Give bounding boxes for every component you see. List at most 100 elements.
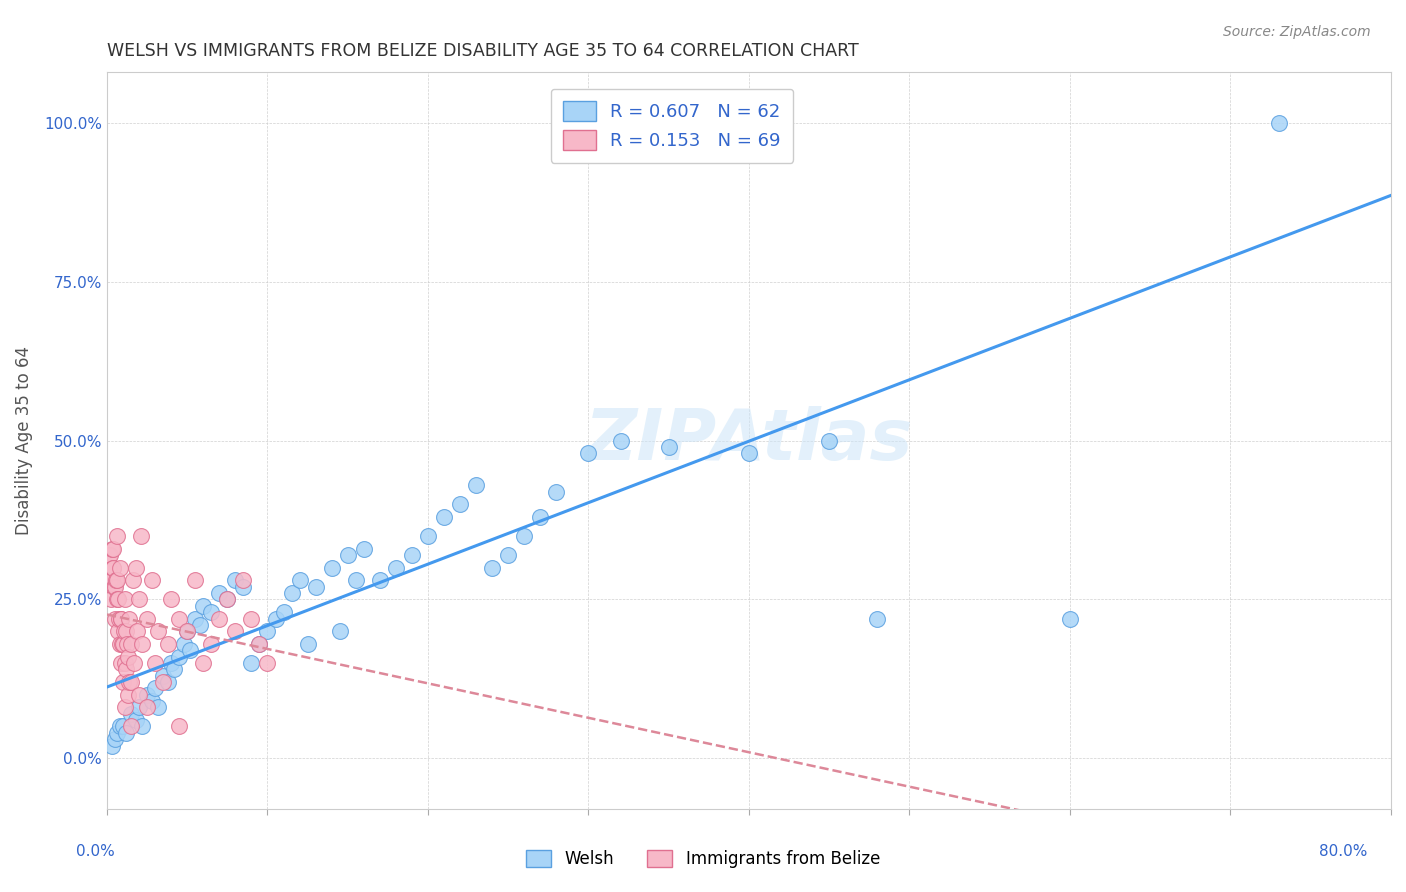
Text: WELSH VS IMMIGRANTS FROM BELIZE DISABILITY AGE 35 TO 64 CORRELATION CHART: WELSH VS IMMIGRANTS FROM BELIZE DISABILI… — [107, 42, 859, 60]
Point — [173, 637, 195, 651]
Point — [329, 624, 352, 639]
Point — [217, 592, 239, 607]
Point — [143, 656, 166, 670]
Point — [120, 637, 142, 651]
Point — [288, 574, 311, 588]
Point — [131, 719, 153, 733]
Text: Source: ZipAtlas.com: Source: ZipAtlas.com — [1223, 25, 1371, 39]
Point — [433, 509, 456, 524]
Point — [176, 624, 198, 639]
Point — [117, 675, 139, 690]
Point — [706, 142, 728, 156]
Point — [513, 529, 536, 543]
Legend: R = 0.607   N = 62, R = 0.153   N = 69: R = 0.607 N = 62, R = 0.153 N = 69 — [551, 89, 793, 163]
Text: ZIPAtlas: ZIPAtlas — [585, 406, 914, 475]
Point — [321, 560, 343, 574]
Point — [111, 637, 134, 651]
Point — [114, 656, 136, 670]
Point — [110, 656, 132, 670]
Point — [143, 681, 166, 696]
Point — [224, 624, 246, 639]
Point — [104, 732, 127, 747]
Point — [179, 643, 201, 657]
Point — [111, 675, 134, 690]
Point — [101, 560, 124, 574]
Point — [368, 574, 391, 588]
Point — [115, 726, 138, 740]
Point — [152, 668, 174, 682]
Point — [818, 434, 841, 448]
Point — [280, 586, 302, 600]
Point — [108, 560, 131, 574]
Point — [141, 694, 163, 708]
Point — [529, 509, 551, 524]
Point — [108, 719, 131, 733]
Point — [103, 560, 125, 574]
Point — [232, 574, 254, 588]
Point — [108, 611, 131, 625]
Point — [120, 675, 142, 690]
Point — [336, 548, 359, 562]
Point — [344, 574, 367, 588]
Y-axis label: Disability Age 35 to 64: Disability Age 35 to 64 — [15, 346, 32, 535]
Point — [105, 726, 128, 740]
Point — [111, 637, 134, 651]
Point — [240, 611, 263, 625]
Point — [184, 574, 207, 588]
Point — [131, 637, 153, 651]
Point — [304, 580, 326, 594]
Point — [141, 574, 163, 588]
Point — [105, 574, 128, 588]
Point — [193, 599, 215, 613]
Point — [609, 434, 631, 448]
Point — [110, 611, 132, 625]
Point — [208, 611, 231, 625]
Point — [128, 688, 150, 702]
Point — [658, 440, 681, 454]
Point — [117, 649, 139, 664]
Point — [97, 560, 120, 574]
Point — [249, 637, 271, 651]
Point — [465, 478, 488, 492]
Point — [128, 700, 150, 714]
Point — [107, 592, 129, 607]
Point — [297, 637, 319, 651]
Point — [100, 592, 122, 607]
Point — [125, 713, 148, 727]
Point — [217, 592, 239, 607]
Point — [156, 637, 179, 651]
Point — [125, 560, 148, 574]
Point — [256, 656, 278, 670]
Point — [118, 611, 141, 625]
Point — [98, 574, 121, 588]
Point — [104, 611, 127, 625]
Point — [385, 560, 408, 574]
Point — [128, 592, 150, 607]
Point — [101, 739, 124, 753]
Point — [103, 541, 125, 556]
Point — [101, 541, 124, 556]
Point — [401, 548, 423, 562]
Point — [115, 637, 138, 651]
Point — [98, 548, 121, 562]
Point — [224, 574, 246, 588]
Point — [481, 560, 503, 574]
Legend: Welsh, Immigrants from Belize: Welsh, Immigrants from Belize — [519, 843, 887, 875]
Point — [208, 586, 231, 600]
Point — [353, 541, 375, 556]
Point — [1267, 116, 1289, 130]
Point — [546, 484, 568, 499]
Point — [578, 446, 600, 460]
Point — [111, 719, 134, 733]
Point — [114, 592, 136, 607]
Point — [256, 624, 278, 639]
Point — [188, 618, 211, 632]
Point — [129, 529, 152, 543]
Point — [449, 497, 471, 511]
Point — [120, 719, 142, 733]
Point — [866, 611, 889, 625]
Point — [163, 662, 186, 676]
Point — [110, 611, 132, 625]
Point — [167, 649, 190, 664]
Point — [167, 719, 190, 733]
